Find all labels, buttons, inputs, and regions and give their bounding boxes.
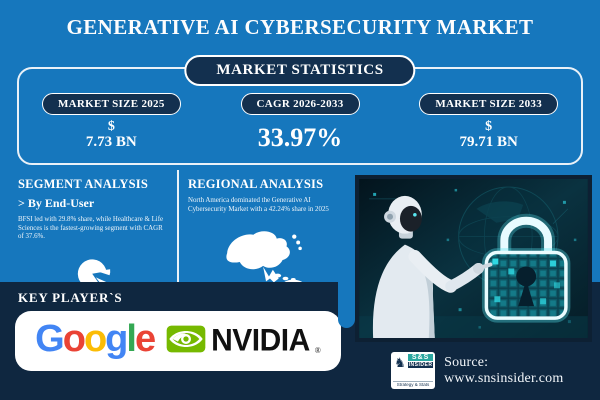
chess-knight-icon: ♞ — [394, 355, 406, 370]
stat-card-market-size-2025: MARKET SIZE 2025 $ 7.73 BN — [17, 93, 206, 165]
segment-by-end-user: > By End-User — [18, 196, 95, 210]
sns-insider-logo: ♞ S&S INSIDER Strategy & Stats — [391, 352, 436, 389]
segment-analysis-heading: SEGMENT ANALYSIS — [18, 177, 148, 191]
section-divider — [177, 170, 179, 282]
amount-2033: 79.71 BN — [459, 133, 518, 150]
market-statistics-header: MARKET STATISTICS — [184, 55, 416, 86]
source-row: ♞ S&S INSIDER Strategy & Stats Source: w… — [391, 352, 600, 389]
key-players-card: Google NVIDIA ® — [15, 311, 341, 371]
page-title: GENERATIVE AI CYBERSECURITY MARKET — [66, 15, 534, 39]
stat-label-market-size-2033: MARKET SIZE 2033 — [419, 93, 559, 115]
key-players-heading: KEY PLAYER`S — [18, 290, 123, 305]
ai-robot-cyber-lock-image — [355, 175, 592, 342]
stats-row: MARKET SIZE 2025 $ 7.73 BN CAGR 2026-203… — [17, 67, 583, 165]
segment-analysis-description: BFSI led with 29.8% share, while Healthc… — [18, 216, 164, 241]
source-text: Source: www.snsinsider.com — [444, 355, 600, 387]
currency-symbol: $ — [107, 119, 115, 134]
google-logo: Google — [35, 318, 156, 360]
stat-card-cagr: CAGR 2026-2033 33.97% — [206, 93, 395, 165]
amount-2025: 7.73 BN — [85, 133, 137, 150]
regional-analysis-description: North America dominated the Generative A… — [188, 197, 329, 213]
stat-value-market-size-2033: $ 79.71 BN — [459, 119, 518, 150]
nvidia-eye-icon — [166, 324, 206, 359]
decorative-tab — [338, 278, 355, 328]
stat-label-market-size-2025: MARKET SIZE 2025 — [41, 93, 181, 115]
source-url[interactable]: www.snsinsider.com — [444, 370, 564, 386]
sns-logo-top-text: S&S — [408, 354, 434, 361]
nvidia-wordmark: NVIDIA — [211, 323, 310, 358]
cagr-value: 33.97% — [257, 123, 343, 152]
sns-logo-mid-text: INSIDER — [408, 362, 434, 368]
source-label: Source: — [444, 354, 489, 370]
segment-analysis-section: SEGMENT ANALYSIS > By End-User BFSI led … — [18, 170, 170, 295]
sns-logo-caption: Strategy & Stats — [393, 381, 434, 387]
stat-value-market-size-2025: $ 7.73 BN — [85, 119, 137, 150]
nvidia-logo: NVIDIA ® — [166, 324, 321, 359]
stat-label-cagr: CAGR 2026-2033 — [240, 93, 360, 115]
currency-symbol: $ — [485, 119, 493, 134]
regional-analysis-heading: REGIONAL ANALYSIS — [188, 177, 324, 191]
registered-trademark: ® — [314, 345, 321, 355]
stat-card-market-size-2033: MARKET SIZE 2033 $ 79.71 BN — [394, 93, 583, 165]
